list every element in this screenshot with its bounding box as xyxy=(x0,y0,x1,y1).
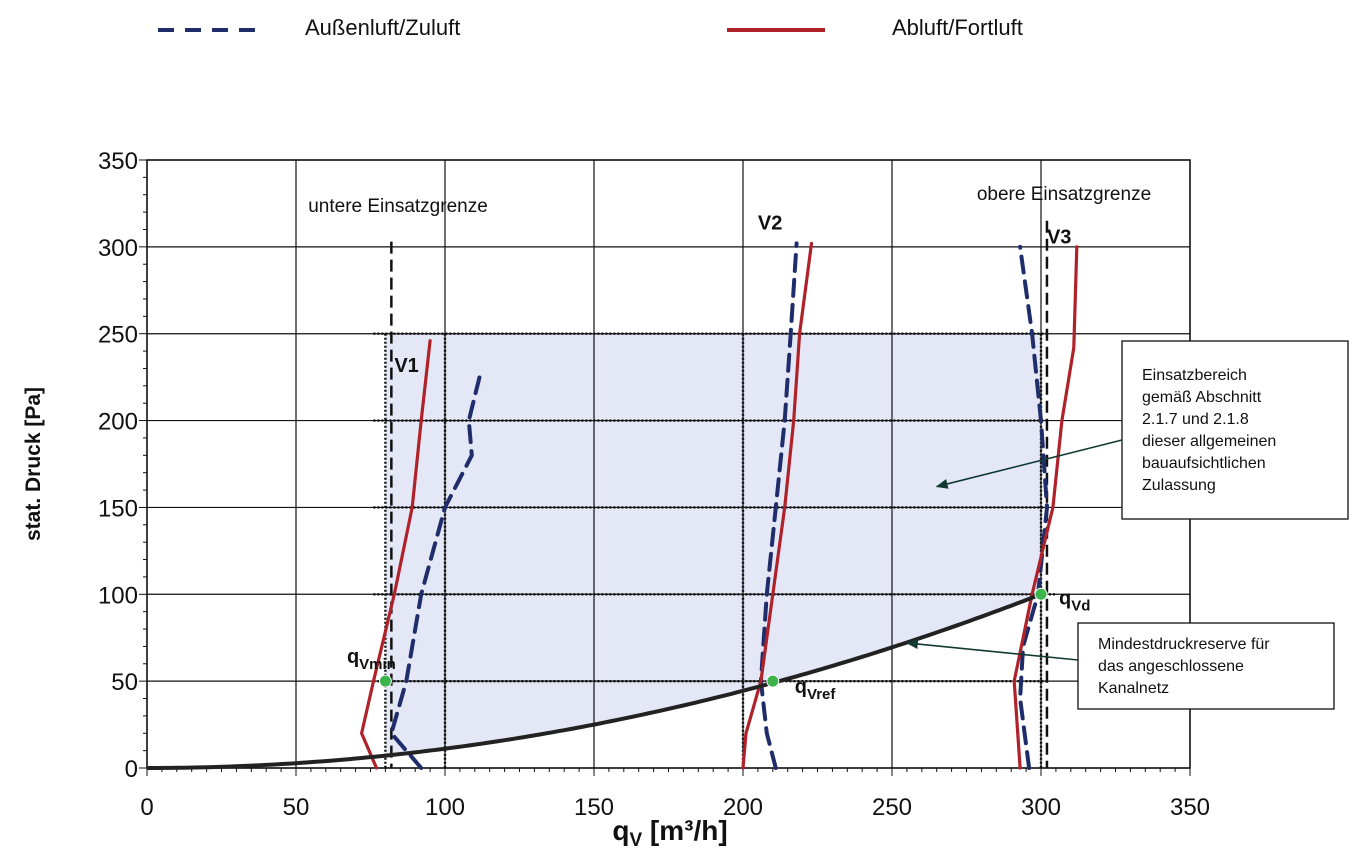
y-tick-label: 150 xyxy=(98,495,138,522)
operating-region xyxy=(385,333,1041,756)
annotation-arrow xyxy=(905,639,1079,661)
annotation-line: das angeschlossene xyxy=(1098,658,1244,675)
annotation-frame xyxy=(1121,340,1349,520)
point-label-main: q xyxy=(1059,587,1071,609)
legend-label-exhaust: Abluft/Fortluft xyxy=(892,15,1023,40)
point-vd xyxy=(1034,587,1048,601)
annotation-arrow xyxy=(935,439,1123,489)
point-label-vd: qVd xyxy=(1059,587,1090,614)
x-tick-label: 300 xyxy=(1021,794,1061,821)
x-tick-label: 100 xyxy=(425,794,465,821)
annotation-line: bauaufsichtlichen xyxy=(1142,455,1266,472)
series-v2-exhaust xyxy=(741,241,814,770)
y-tick-label: 250 xyxy=(98,322,138,349)
y-tick-label: 350 xyxy=(98,148,138,175)
y-tick-label: 300 xyxy=(98,235,138,262)
y-tick-label: 50 xyxy=(111,669,138,696)
point-label-sub: Vref xyxy=(807,686,836,703)
x-tick-label: 350 xyxy=(1170,794,1210,821)
system-curve xyxy=(147,592,1042,770)
curve-labels: V1 V2 V3 xyxy=(394,212,1071,376)
annotations: Einsatzbereich gemäß Abschnitt 2.1.7 und 2… xyxy=(905,340,1349,710)
x-tick-label: 200 xyxy=(723,794,763,821)
x-tick-label: 0 xyxy=(140,794,153,821)
annotation-line: 2.1.7 und 2.1.8 xyxy=(1142,411,1249,428)
curve-label-v3: V3 xyxy=(1047,226,1071,248)
system-curve-line xyxy=(147,592,1042,770)
x-tick-label: 250 xyxy=(872,794,912,821)
point-label-vref: qVref xyxy=(795,676,837,703)
annotation-box-1: Einsatzbereich gemäß Abschnitt 2.1.7 und 2… xyxy=(935,340,1349,520)
point-label-sub: Vd xyxy=(1071,597,1090,614)
y-axis-title: stat. Druck [Pa] xyxy=(22,387,45,541)
limit-label-lower: untere Einsatzgrenze xyxy=(308,196,488,217)
point-vref xyxy=(766,674,780,688)
curve-label-v1: V1 xyxy=(394,355,418,377)
series-v1-exhaust xyxy=(360,339,432,770)
y-tick-label: 0 xyxy=(125,756,138,783)
limit-label-upper: obere Einsatzgrenze xyxy=(977,184,1151,205)
series-v3-supply xyxy=(1018,244,1049,770)
y-tick-label: 200 xyxy=(98,409,138,436)
x-axis-title-unit: [m³/h] xyxy=(642,815,728,846)
annotation-line: dieser allgemeinen xyxy=(1142,433,1276,450)
point-label-vmin: qVmin xyxy=(347,646,396,673)
x-axis-title-sub: V xyxy=(629,830,642,851)
series xyxy=(360,241,1079,770)
annotation-line: Einsatzbereich xyxy=(1142,367,1247,384)
point-label-sub: Vmin xyxy=(359,656,396,673)
legend: Außenluft/Zuluft Abluft/Fortluft xyxy=(158,15,1023,40)
annotation-line: Mindestdruckreserve für xyxy=(1098,636,1270,653)
annotation-line: Kanalnetz xyxy=(1098,680,1169,697)
curve-label-v2: V2 xyxy=(758,212,782,234)
region-grid xyxy=(373,332,1055,768)
operating-region-area xyxy=(385,333,1041,756)
series-v3-exhaust xyxy=(1012,245,1079,770)
x-axis-title-main: q xyxy=(612,815,629,846)
annotation-box-2: Mindestdruckreserve für das angeschlossen… xyxy=(905,622,1335,710)
x-tick-label: 150 xyxy=(574,794,614,821)
point-vmin xyxy=(378,674,392,688)
x-tick-label: 50 xyxy=(283,794,310,821)
annotation-line: Zulassung xyxy=(1142,477,1216,494)
x-axis-title: qV [m³/h] xyxy=(612,815,727,851)
annotation-frame xyxy=(1077,622,1335,710)
series-v1-supply xyxy=(389,369,483,770)
point-label-main: q xyxy=(795,676,807,698)
point-label-main: q xyxy=(347,646,359,668)
annotation-line: gemäß Abschnitt xyxy=(1142,389,1262,406)
legend-label-supply: Außenluft/Zuluft xyxy=(305,15,460,40)
axis-ticks: 0 50 100 150 200 250 300 350 0 50 100 150 200 250 300 3… xyxy=(98,148,1210,821)
y-tick-label: 100 xyxy=(98,582,138,609)
